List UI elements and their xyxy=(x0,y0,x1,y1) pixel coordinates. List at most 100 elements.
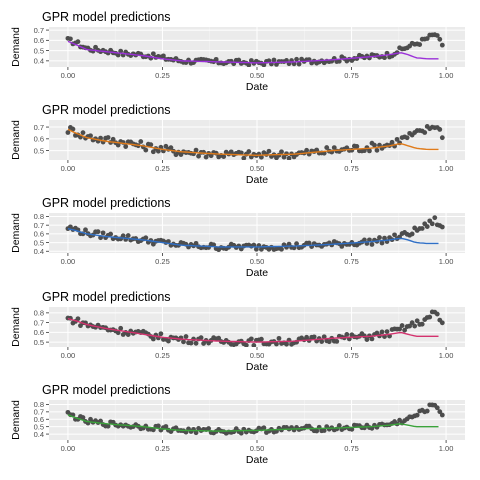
plot-content xyxy=(65,309,445,347)
prediction-curve xyxy=(67,228,439,248)
plot-content xyxy=(65,402,445,436)
data-point xyxy=(419,226,425,231)
data-point xyxy=(251,343,257,347)
data-point xyxy=(331,145,337,151)
data-point xyxy=(306,240,312,246)
data-point xyxy=(402,327,408,333)
data-point xyxy=(118,325,124,331)
data-point xyxy=(382,235,387,241)
x-tick-label: 0.00 xyxy=(61,257,76,266)
data-point xyxy=(434,311,440,317)
y-tick-label: 0.4 xyxy=(34,247,44,256)
y-tick-label: 0.6 xyxy=(34,36,44,45)
data-point xyxy=(419,321,425,327)
data-point xyxy=(246,149,252,154)
data-point xyxy=(216,335,222,341)
x-tick-label: 0.00 xyxy=(61,71,76,80)
x-tick-label: 0.75 xyxy=(344,351,359,360)
data-point xyxy=(439,42,445,48)
data-point xyxy=(304,147,310,153)
data-point xyxy=(439,224,445,230)
data-point xyxy=(326,339,332,345)
data-point xyxy=(437,409,443,415)
data-point xyxy=(404,135,410,141)
data-point xyxy=(241,155,247,160)
data-point xyxy=(367,148,372,154)
y-tick-label: 0.6 xyxy=(34,135,44,144)
data-point xyxy=(95,229,101,235)
data-point xyxy=(379,240,385,246)
data-point xyxy=(434,33,440,38)
data-point xyxy=(193,430,199,436)
chart-title: GPR model predictions xyxy=(42,383,171,397)
chart-title: GPR model predictions xyxy=(42,103,171,117)
data-point xyxy=(399,323,405,328)
data-point xyxy=(412,323,418,329)
data-point xyxy=(344,332,350,337)
data-point xyxy=(364,337,370,342)
data-point xyxy=(115,142,121,148)
x-tick-label: 0.75 xyxy=(344,71,359,80)
data-point xyxy=(286,155,292,160)
data-point xyxy=(148,142,154,148)
data-point xyxy=(100,230,106,236)
data-point xyxy=(279,149,284,155)
data-point xyxy=(188,340,194,346)
y-tick-label: 0.6 xyxy=(34,328,44,337)
data-point xyxy=(88,133,93,139)
data-point xyxy=(266,148,272,154)
y-tick-label: 0.4 xyxy=(34,57,44,66)
data-point xyxy=(334,338,340,344)
prediction-curve xyxy=(67,318,439,343)
y-tick-label: 0.5 xyxy=(34,46,44,55)
data-point xyxy=(125,233,131,238)
data-point xyxy=(115,52,121,58)
data-point xyxy=(271,57,277,63)
chart-title: GPR model predictions xyxy=(42,196,171,210)
data-point xyxy=(183,334,189,339)
x-axis-label: Date xyxy=(246,454,268,466)
x-tick-label: 1.00 xyxy=(439,351,454,360)
x-tick-label: 0.75 xyxy=(344,257,359,266)
y-tick-label: 0.7 xyxy=(34,123,44,132)
data-point xyxy=(160,53,166,59)
x-tick-label: 1.00 xyxy=(439,444,454,453)
data-point xyxy=(98,418,103,424)
y-tick-label: 0.8 xyxy=(34,309,44,318)
data-point xyxy=(75,39,81,45)
data-point xyxy=(201,149,206,155)
data-point xyxy=(319,339,325,344)
data-point xyxy=(369,336,375,342)
data-point xyxy=(163,424,169,429)
x-axis-label: Date xyxy=(246,267,268,279)
data-point xyxy=(65,130,71,135)
chart-title: GPR model predictions xyxy=(42,290,171,304)
data-point xyxy=(304,334,310,340)
x-tick-label: 0.50 xyxy=(250,257,265,266)
data-point xyxy=(80,415,86,420)
data-point xyxy=(193,340,199,346)
data-point xyxy=(166,338,171,344)
prediction-curve xyxy=(67,40,439,64)
data-point xyxy=(409,231,415,237)
chart-panel-4: GPR model predictions 0.00 0.25 0.50 0.75 1.0… xyxy=(10,290,465,373)
data-point xyxy=(372,142,377,148)
y-tick-label: 0.7 xyxy=(34,408,44,417)
data-point xyxy=(105,423,111,429)
y-tick-label: 0.5 xyxy=(34,422,44,431)
data-point xyxy=(143,235,149,241)
x-axis-label: Date xyxy=(246,361,268,373)
data-point xyxy=(382,55,387,61)
data-point xyxy=(354,144,360,149)
data-point xyxy=(80,130,86,136)
data-point xyxy=(193,240,199,246)
data-point xyxy=(181,339,186,345)
data-point xyxy=(75,316,81,322)
data-point xyxy=(397,326,402,332)
data-point xyxy=(150,51,156,57)
data-point xyxy=(83,227,88,233)
data-point xyxy=(246,62,252,67)
data-point xyxy=(168,145,174,151)
plot-content xyxy=(65,215,445,253)
